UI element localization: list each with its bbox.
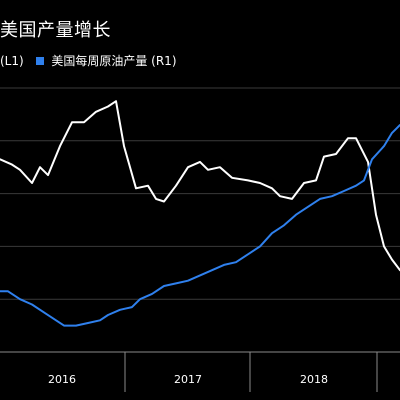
chart-title: 美国产量增长 (0, 20, 111, 41)
x-tick-2017: 2017 (174, 373, 202, 386)
series-lines (0, 100, 400, 327)
legend-swatch-blue (35, 57, 44, 65)
series-line-0 (0, 100, 400, 272)
axes (0, 351, 400, 392)
x-tick-2018: 2018 (300, 373, 328, 386)
series-line-1 (0, 124, 400, 327)
gridlines (0, 87, 400, 353)
legend-item-l1: (L1) (0, 54, 24, 68)
legend: (L1) 美国每周原油产量 (R1) (0, 52, 177, 69)
x-tick-2016: 2016 (48, 373, 76, 386)
x-tick-labels: 2016 2017 2018 (48, 373, 328, 386)
legend-item-r1: 美国每周原油产量 (R1) (51, 54, 177, 68)
